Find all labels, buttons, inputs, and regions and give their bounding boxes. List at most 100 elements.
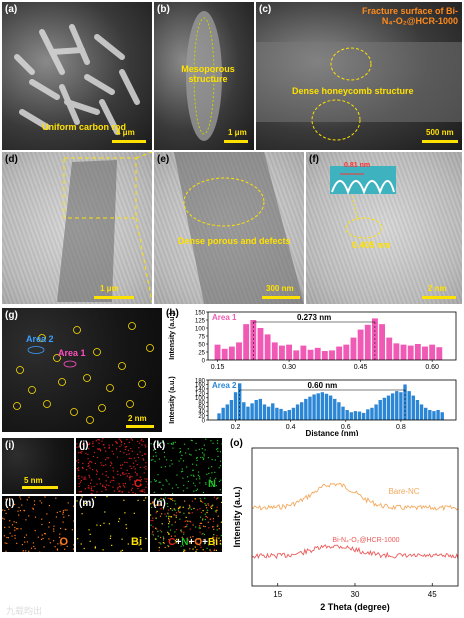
map-pixel <box>145 497 147 499</box>
map-pixel <box>180 529 183 531</box>
hrtem-lattice-image <box>330 166 396 239</box>
overlay-n: N <box>181 537 189 548</box>
map-pixel <box>184 549 186 551</box>
map-pixel <box>202 510 204 512</box>
map-pixel <box>28 515 30 517</box>
map-pixel <box>219 451 221 453</box>
map-pixel <box>60 527 62 529</box>
map-pixel <box>206 547 208 549</box>
map-pixel <box>122 472 124 474</box>
map-pixel <box>194 546 196 548</box>
chart-bar <box>246 406 250 420</box>
map-pixel <box>92 455 95 458</box>
map-pixel <box>78 452 80 454</box>
chart-bar <box>379 324 386 360</box>
map-pixel <box>91 486 93 488</box>
map-pixel <box>196 542 199 544</box>
map-pixel <box>175 529 178 531</box>
map-pixel <box>105 480 107 482</box>
sem-single-rod-image <box>186 11 222 141</box>
map-pixel <box>24 536 26 538</box>
map-pixel <box>17 528 19 530</box>
map-pixel <box>183 484 185 486</box>
haadf-stem-image <box>13 322 154 424</box>
map-pixel <box>221 443 222 445</box>
overlay-map-image <box>150 496 222 552</box>
map-pixel <box>213 536 215 538</box>
map-pixel <box>88 448 90 450</box>
y-tick-label: 180 <box>195 378 206 384</box>
map-pixel <box>160 504 163 506</box>
map-pixel <box>166 480 168 482</box>
map-pixel <box>108 447 110 449</box>
map-pixel <box>187 539 189 541</box>
map-pixel <box>112 486 114 488</box>
map-pixel <box>184 500 186 502</box>
map-pixel <box>76 460 78 462</box>
map-pixel <box>157 474 159 476</box>
map-pixel <box>137 499 139 501</box>
chart-bar <box>314 347 321 360</box>
series-title: Area 2 <box>212 381 237 390</box>
map-pixel <box>206 517 209 519</box>
map-pixel <box>109 537 111 539</box>
map-pixel <box>55 497 57 499</box>
map-pixel <box>203 455 205 457</box>
map-pixel <box>220 543 222 545</box>
map-pixel <box>99 448 101 450</box>
map-pixel <box>97 448 99 450</box>
map-pixel <box>168 517 170 519</box>
panel-g-label: (g) <box>5 310 18 321</box>
map-pixel <box>62 511 64 513</box>
map-pixel <box>96 469 98 471</box>
map-pixel <box>87 465 89 468</box>
map-pixel <box>96 456 99 459</box>
map-pixel <box>115 440 117 443</box>
map-pixel <box>112 470 115 472</box>
map-pixel <box>108 523 110 525</box>
map-pixel <box>122 483 124 485</box>
map-pixel <box>179 451 181 454</box>
map-pixel <box>98 442 100 444</box>
chart-bar <box>436 347 443 360</box>
map-pixel <box>111 450 113 452</box>
map-pixel <box>134 480 136 482</box>
map-pixel <box>119 490 121 492</box>
map-pixel <box>20 528 22 530</box>
chart-bar <box>357 411 362 420</box>
map-pixel <box>123 485 125 487</box>
annotation-label: 0.273 nm <box>297 313 331 322</box>
map-pixel <box>170 516 172 518</box>
map-pixel <box>202 518 204 520</box>
map-pixel <box>96 491 98 493</box>
map-pixel <box>189 512 191 514</box>
chart-bar <box>364 324 371 360</box>
map-pixel <box>90 489 93 491</box>
tem-porous-image <box>174 152 304 304</box>
map-pixel <box>164 513 166 515</box>
map-pixel <box>142 491 144 493</box>
map-pixel <box>205 515 207 518</box>
chart-bar <box>300 345 307 360</box>
map-pixel <box>94 496 96 498</box>
map-pixel <box>163 542 165 544</box>
map-pixel <box>139 442 141 444</box>
map-pixel <box>155 512 157 514</box>
map-pixel <box>131 450 133 452</box>
map-pixel <box>76 468 78 470</box>
map-pixel <box>151 506 153 508</box>
map-pixel <box>43 546 45 548</box>
map-pixel <box>102 484 104 486</box>
map-pixel <box>206 507 208 509</box>
map-pixel <box>168 545 170 548</box>
panel-i-scale-bar <box>22 486 58 489</box>
map-pixel <box>108 484 110 487</box>
y-tick-label: 100 <box>195 326 206 332</box>
y-tick-label: 80 <box>198 401 205 407</box>
map-pixel <box>201 452 204 454</box>
map-pixel <box>215 448 218 450</box>
panel-d-scale-label: 1 μm <box>100 284 119 293</box>
map-pixel <box>199 508 201 510</box>
map-pixel <box>151 502 153 504</box>
map-pixel <box>111 479 113 482</box>
